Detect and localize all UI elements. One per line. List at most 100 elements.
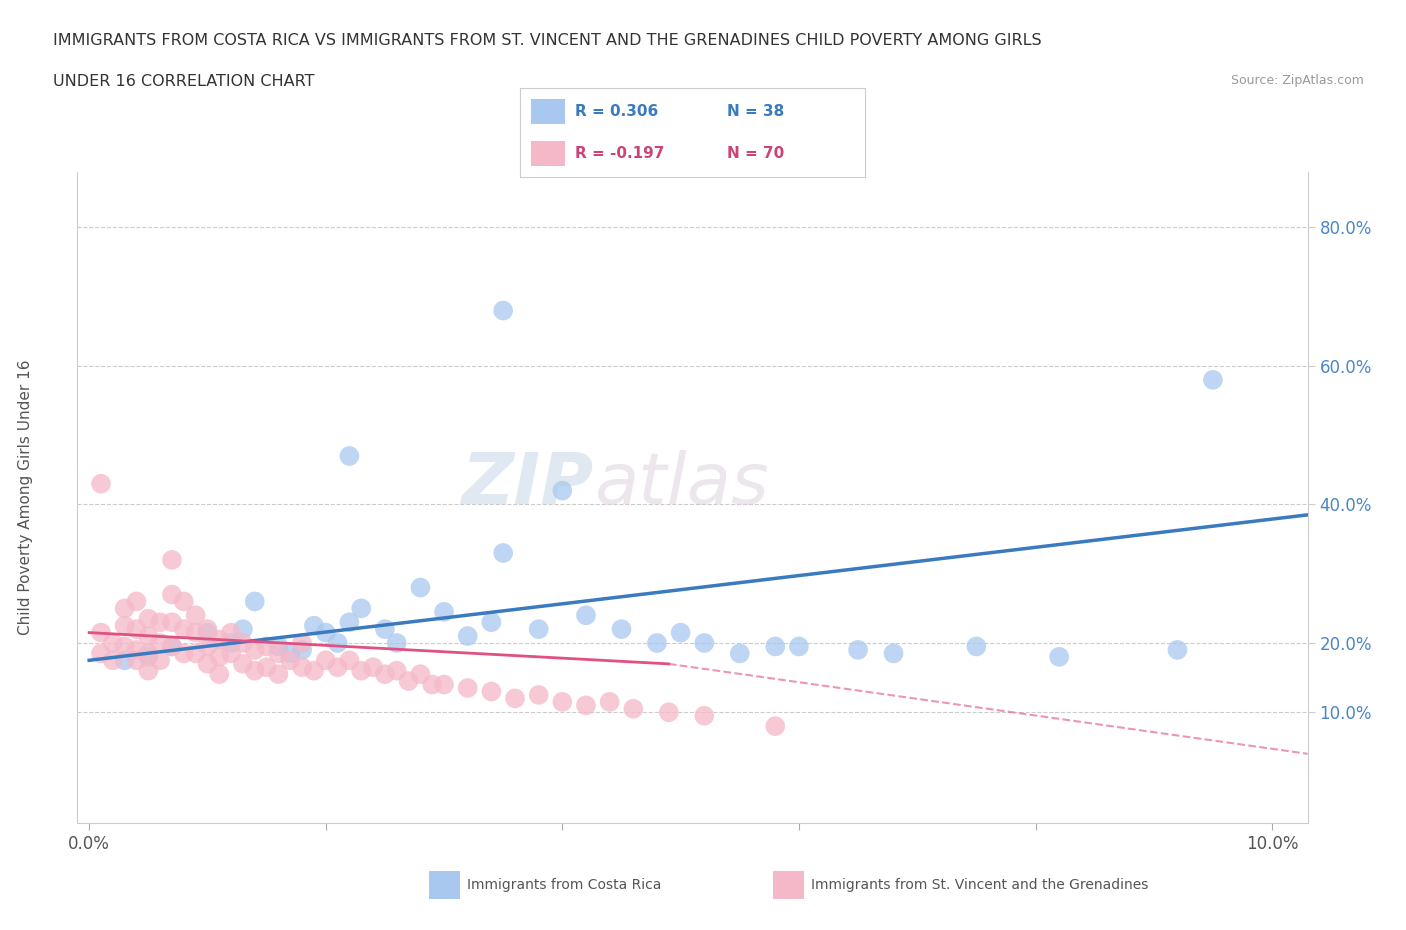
- Point: [385, 663, 408, 678]
- Point: [125, 621, 148, 636]
- Point: [551, 695, 574, 710]
- Point: [339, 615, 361, 630]
- Point: [243, 594, 266, 609]
- Text: N = 38: N = 38: [727, 104, 785, 119]
- Point: [256, 639, 278, 654]
- Point: [302, 663, 325, 678]
- Point: [315, 653, 337, 668]
- Point: [173, 594, 195, 609]
- Point: [787, 639, 810, 654]
- Point: [219, 646, 242, 661]
- Point: [409, 580, 432, 595]
- Text: Source: ZipAtlas.com: Source: ZipAtlas.com: [1230, 74, 1364, 87]
- Point: [184, 608, 207, 623]
- Point: [492, 546, 515, 561]
- Point: [575, 608, 598, 623]
- Point: [291, 635, 314, 650]
- Point: [433, 677, 456, 692]
- Point: [457, 629, 479, 644]
- Point: [90, 625, 112, 640]
- Text: N = 70: N = 70: [727, 146, 785, 161]
- Text: atlas: atlas: [595, 450, 769, 519]
- Point: [219, 635, 242, 650]
- Point: [693, 635, 716, 650]
- Point: [658, 705, 681, 720]
- Point: [409, 667, 432, 682]
- Point: [197, 625, 219, 640]
- Point: [149, 635, 172, 650]
- Point: [160, 552, 183, 567]
- Point: [160, 587, 183, 602]
- Point: [291, 659, 314, 674]
- Bar: [530, 141, 565, 166]
- Point: [90, 476, 112, 491]
- Point: [125, 653, 148, 668]
- Point: [197, 639, 219, 654]
- Point: [479, 615, 502, 630]
- Point: [728, 646, 751, 661]
- Point: [149, 615, 172, 630]
- Point: [160, 615, 183, 630]
- Text: IMMIGRANTS FROM COSTA RICA VS IMMIGRANTS FROM ST. VINCENT AND THE GRENADINES CHI: IMMIGRANTS FROM COSTA RICA VS IMMIGRANTS…: [53, 33, 1042, 47]
- Point: [114, 639, 136, 654]
- Point: [479, 684, 502, 699]
- Point: [621, 701, 644, 716]
- Text: R = -0.197: R = -0.197: [575, 146, 665, 161]
- Point: [267, 667, 290, 682]
- Text: ZIP: ZIP: [461, 450, 595, 519]
- Point: [101, 635, 124, 650]
- Point: [278, 646, 301, 661]
- Point: [350, 601, 373, 616]
- Point: [669, 625, 692, 640]
- Point: [101, 653, 124, 668]
- Point: [278, 653, 301, 668]
- Point: [398, 673, 420, 688]
- Point: [136, 649, 159, 664]
- Point: [575, 698, 598, 712]
- Point: [527, 687, 550, 702]
- Point: [599, 695, 621, 710]
- Point: [1202, 372, 1225, 387]
- Point: [243, 643, 266, 658]
- Point: [385, 635, 408, 650]
- Text: Immigrants from Costa Rica: Immigrants from Costa Rica: [467, 878, 661, 893]
- Point: [374, 621, 396, 636]
- Text: UNDER 16 CORRELATION CHART: UNDER 16 CORRELATION CHART: [53, 74, 315, 89]
- Point: [149, 653, 172, 668]
- Point: [232, 657, 254, 671]
- Point: [267, 639, 290, 654]
- Text: Immigrants from St. Vincent and the Grenadines: Immigrants from St. Vincent and the Gren…: [811, 878, 1149, 893]
- Point: [503, 691, 526, 706]
- Point: [315, 625, 337, 640]
- Point: [208, 667, 231, 682]
- Point: [457, 681, 479, 696]
- Point: [197, 621, 219, 636]
- Point: [184, 646, 207, 661]
- Point: [256, 659, 278, 674]
- Point: [361, 659, 384, 674]
- Point: [645, 635, 668, 650]
- Point: [136, 646, 159, 661]
- Point: [965, 639, 987, 654]
- Point: [136, 663, 159, 678]
- Point: [693, 709, 716, 724]
- Point: [232, 621, 254, 636]
- Text: R = 0.306: R = 0.306: [575, 104, 658, 119]
- Point: [420, 677, 443, 692]
- Point: [208, 649, 231, 664]
- Point: [326, 635, 349, 650]
- Point: [527, 621, 550, 636]
- Point: [763, 719, 786, 734]
- Point: [232, 635, 254, 650]
- Point: [610, 621, 633, 636]
- Point: [433, 604, 456, 619]
- Point: [208, 632, 231, 647]
- Point: [763, 639, 786, 654]
- Point: [339, 653, 361, 668]
- Point: [136, 611, 159, 626]
- Point: [883, 646, 905, 661]
- Point: [125, 594, 148, 609]
- Point: [136, 629, 159, 644]
- Point: [339, 448, 361, 463]
- Point: [114, 601, 136, 616]
